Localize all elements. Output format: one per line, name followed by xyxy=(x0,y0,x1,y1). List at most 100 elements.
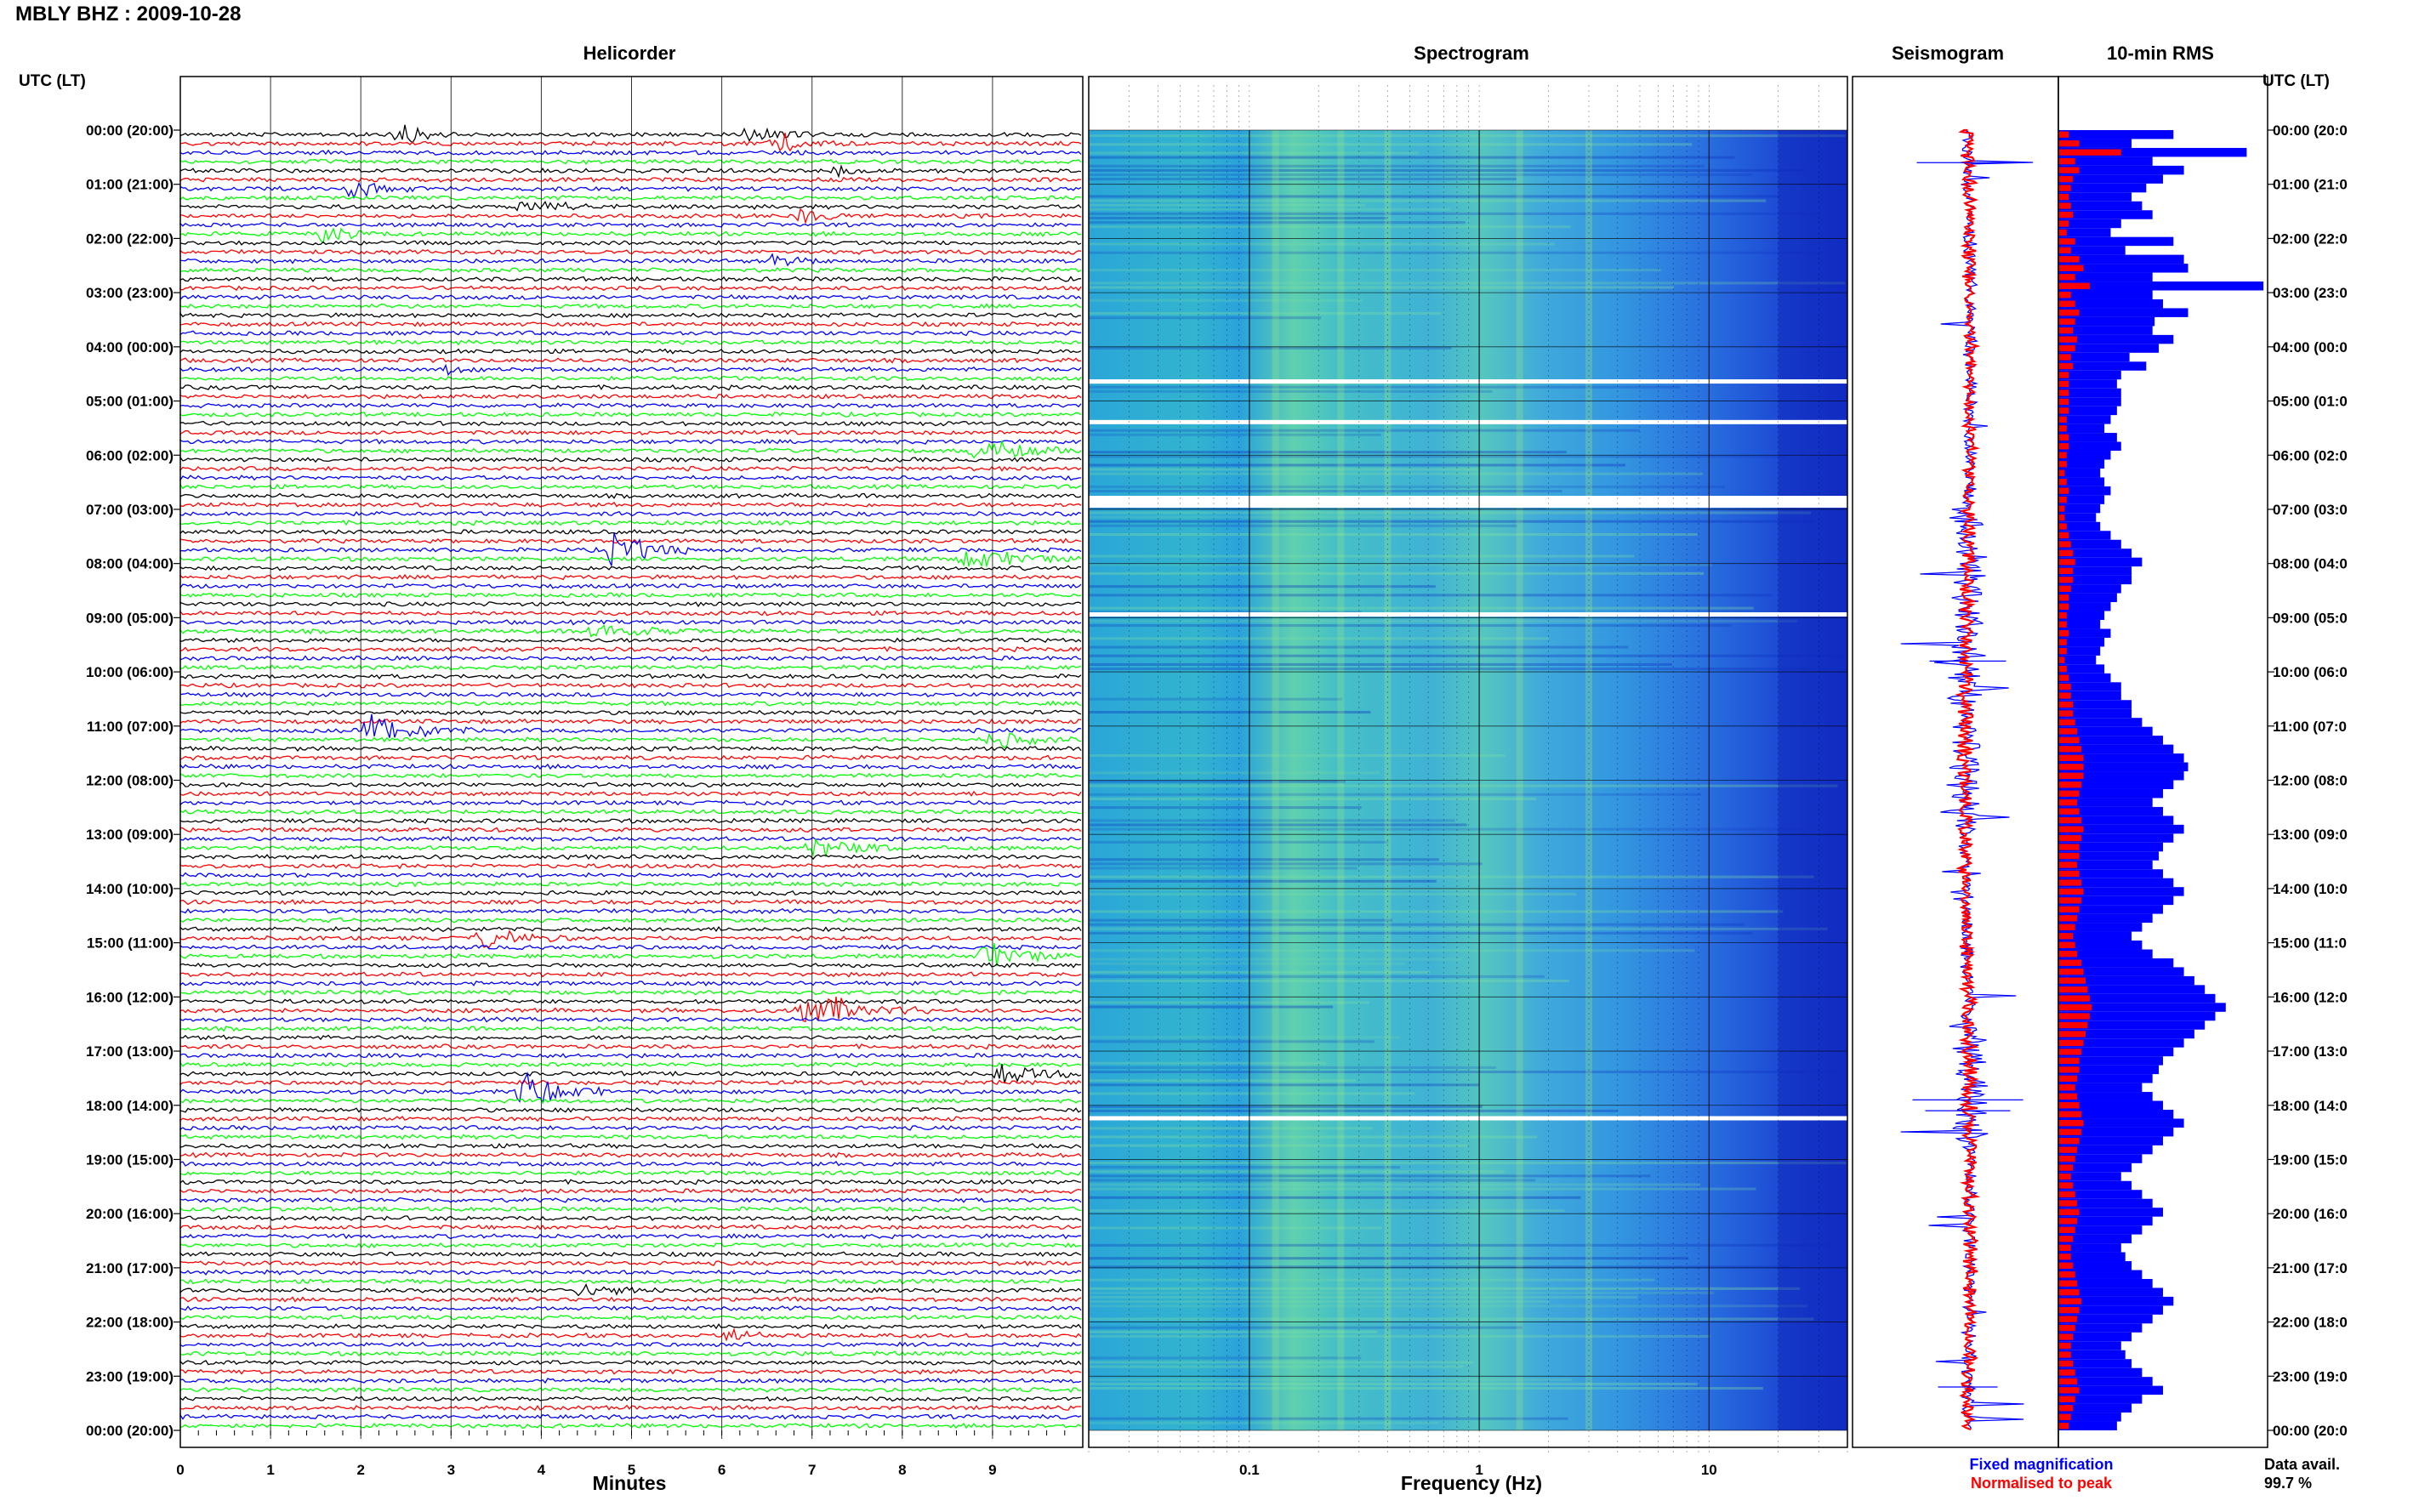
spectrogram-streak xyxy=(1089,1257,1688,1260)
rms-bar-fixed xyxy=(2058,441,2121,452)
rms-bar-normalised xyxy=(2058,1405,2074,1412)
time-label-right: 05:00 (01:0 xyxy=(2273,394,2348,410)
helicorder-trace xyxy=(179,1215,1082,1222)
rms-bar-fixed xyxy=(2058,1118,2184,1128)
rms-bar-fixed xyxy=(2058,1296,2174,1306)
minute-tick-label: 8 xyxy=(898,1462,906,1478)
time-label-left: 14:00 (10:00) xyxy=(86,881,174,897)
rms-bar-normalised xyxy=(2058,665,2067,673)
helicorder-trace xyxy=(179,592,1082,599)
spectrogram-streak xyxy=(1089,1105,1483,1108)
spectrogram-streak xyxy=(1089,1421,1439,1424)
rms-bar-normalised xyxy=(2058,647,2067,655)
helicorder-trace xyxy=(179,321,1082,327)
spectrogram-streak xyxy=(1089,1378,1572,1381)
helicorder-trace xyxy=(179,682,1082,689)
rms-bar-fixed xyxy=(2058,1252,2126,1262)
rms-bar-fixed xyxy=(2058,219,2121,229)
rms-bar-normalised xyxy=(2058,1164,2074,1171)
helicorder-trace xyxy=(179,1106,1082,1113)
rms-bar-fixed xyxy=(2058,1056,2163,1066)
spectrogram-streak xyxy=(1089,433,1381,436)
rms-bar-normalised xyxy=(2058,585,2071,593)
rms-bar-normalised xyxy=(2058,1173,2071,1180)
rms-bar-fixed xyxy=(2058,708,2132,719)
helicorder-trace xyxy=(179,384,1082,391)
helicorder-trace xyxy=(179,510,1082,517)
time-label-left: 10:00 (06:00) xyxy=(86,664,174,680)
rms-bar-normalised xyxy=(2058,612,2067,619)
helicorder-trace xyxy=(179,917,1082,924)
helicorder-trace xyxy=(179,637,1082,644)
helicorder-trace xyxy=(179,962,1082,969)
rms-bar-fixed xyxy=(2058,913,2153,924)
rms-bar-normalised xyxy=(2058,816,2082,824)
spectrogram-gap xyxy=(1089,612,1847,617)
rms-bar-fixed xyxy=(2058,513,2097,522)
rms-bar-fixed xyxy=(2058,1190,2143,1199)
rms-bar-normalised xyxy=(2058,746,2082,753)
rms-bar-normalised xyxy=(2058,852,2080,860)
spectrogram-streak xyxy=(1089,819,1455,822)
rms-bar-normalised xyxy=(2058,1021,2088,1029)
rms-bar-fixed xyxy=(2058,477,2105,486)
spectrogram-streak xyxy=(1089,867,1357,870)
rms-bar-fixed xyxy=(2058,1305,2163,1315)
helicorder-trace xyxy=(179,330,1081,337)
spectrogram-streak xyxy=(1089,793,1702,796)
spectrogram-streak xyxy=(1089,485,1726,488)
time-label-left: 23:00 (19:00) xyxy=(86,1368,174,1384)
helicorder-trace xyxy=(179,754,1082,761)
rms-bar-fixed xyxy=(2058,851,2160,861)
rms-bar-fixed xyxy=(2058,459,2105,469)
helicorder-trace xyxy=(179,1296,1082,1303)
spectrogram-streak xyxy=(1089,346,1452,350)
spectrogram-streak xyxy=(1089,823,1467,827)
rms-bar-normalised xyxy=(2058,211,2074,219)
spectrogram-streak xyxy=(1089,1287,1801,1290)
rms-bar-normalised xyxy=(2058,175,2074,183)
spectrogram-streak xyxy=(1089,1365,1464,1368)
spectrogram-streak xyxy=(1089,784,1838,787)
rms-bar-normalised xyxy=(2058,140,2080,147)
rms-bar-normalised xyxy=(2058,1280,2078,1287)
rms-bar-fixed xyxy=(2058,397,2121,406)
spectrogram-streak xyxy=(1089,893,1577,896)
helicorder-trace xyxy=(179,1422,1082,1430)
rms-bar-normalised xyxy=(2058,834,2082,842)
rms-bar-normalised xyxy=(2058,131,2069,138)
helicorder-trace xyxy=(179,529,1082,535)
helicorder-trace xyxy=(179,799,1082,806)
rms-bar-fixed xyxy=(2058,210,2153,219)
spectrogram-streak xyxy=(1089,429,1640,432)
rms-bar-normalised xyxy=(2058,603,2069,610)
rms-bar-normalised xyxy=(2058,1369,2075,1376)
rms-bar-fixed xyxy=(2058,423,2105,434)
rms-bar-fixed xyxy=(2058,1270,2143,1279)
rms-bar-normalised xyxy=(2058,861,2078,868)
helicorder-trace xyxy=(179,890,1082,896)
rms-bar-fixed xyxy=(2058,975,2194,986)
helicorder-trace xyxy=(179,1079,1082,1086)
rms-bar-normalised xyxy=(2058,1120,2084,1127)
time-label-left: 21:00 (17:00) xyxy=(86,1260,174,1276)
helicorder-trace xyxy=(179,1404,1081,1412)
rms-bar-fixed xyxy=(2058,1100,2163,1110)
rms-bar-normalised xyxy=(2058,469,2065,476)
spectrogram-streak xyxy=(1089,156,1735,159)
rms-bar-normalised xyxy=(2058,1271,2075,1278)
spectrogram-streak xyxy=(1089,1005,1334,1009)
rms-bar-normalised xyxy=(2058,1208,2080,1216)
rms-bar-normalised xyxy=(2058,826,2084,833)
time-label-right: 00:00 (20:0 xyxy=(2273,1423,2348,1439)
rms-bar-fixed xyxy=(2058,139,2132,148)
rms-bar-fixed xyxy=(2058,1234,2132,1244)
rms-bar-fixed xyxy=(2058,1377,2153,1386)
rms-bar-normalised xyxy=(2058,728,2078,735)
rms-bar-fixed xyxy=(2058,379,2117,389)
rms-panel xyxy=(2058,130,2264,1430)
time-label-right: 22:00 (18:0 xyxy=(2273,1315,2348,1331)
seismogram-title: Seismogram xyxy=(1892,43,2004,64)
rms-bar-normalised xyxy=(2058,1111,2082,1117)
rms-bar-normalised xyxy=(2058,541,2071,548)
